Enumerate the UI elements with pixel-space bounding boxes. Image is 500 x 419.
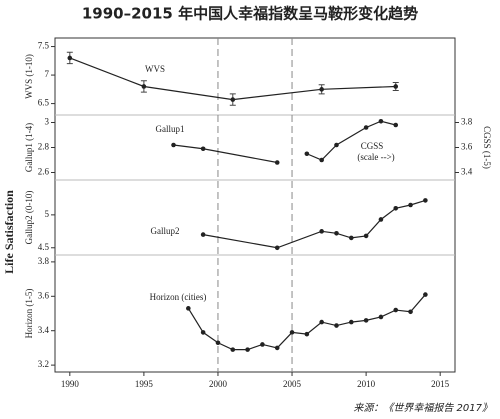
y-tick-label: 2.8 [38,142,50,152]
data-point [186,306,191,311]
y-axis-label: Gallup1 (1-4) [24,123,34,172]
y-tick-label: 5 [45,209,50,219]
data-point [334,142,339,148]
series-label: Gallup1 [156,124,185,134]
series-label: Horizon (cities) [150,292,207,302]
y-tick-label: 7.5 [38,41,50,51]
data-point [274,345,280,351]
data-point [67,55,73,61]
data-point [378,118,384,124]
data-point [348,235,354,241]
data-point [215,340,221,346]
data-point [319,319,324,325]
source: 来源：《世界幸福报告 2017》 [353,402,492,414]
data-point [319,87,324,92]
data-point [274,160,280,165]
series-line [69,57,396,101]
series-line [306,120,396,161]
data-point [260,342,265,347]
series-line [173,144,278,164]
data-point [363,233,369,239]
data-point [304,331,310,337]
data-point [334,230,339,236]
x-tick-label: 2010 [357,379,376,389]
series-label: Gallup2 [151,226,180,236]
data-point [363,318,369,323]
x-tick-label: 2000 [209,379,228,389]
series-line [187,294,426,351]
x-tick-label: 1995 [135,379,154,389]
data-point [200,330,206,335]
y-axis-label: Gallup2 (0-10) [24,191,34,245]
data-point [319,157,324,163]
y-tick-label: 3.8 [38,256,50,266]
series-line [203,199,426,249]
data-point [274,245,280,251]
data-point [408,309,413,315]
y2-axis-label: CGSS (1-5) [482,126,492,169]
y-tick-label: 3.2 [38,359,49,369]
x-tick-label: 1990 [61,379,80,389]
data-point [319,229,324,234]
x-tick-label: 2005 [283,379,302,389]
data-point [423,198,428,203]
data-point [141,84,147,89]
data-point [423,292,428,297]
x-tick-label: 2015 [431,379,450,389]
y-tick-label: 3.4 [38,325,50,335]
data-point [393,84,399,89]
data-point [393,122,399,128]
y-axis-title: Life Satisfaction [2,190,16,274]
data-point [171,142,176,148]
data-point [408,202,413,208]
y-tick-label: 7 [45,69,50,79]
data-point [289,330,295,335]
y-tick-label: 6.5 [38,98,50,108]
y-tick-label: 3.6 [38,290,50,300]
data-point [348,319,354,325]
data-point [378,217,384,222]
series-note: (scale -->) [357,152,394,162]
y2-tick-label: 3.6 [461,142,473,152]
data-point [363,125,369,130]
series-label: WVS [145,64,165,74]
data-point [334,323,339,328]
y2-tick-label: 3.8 [461,117,473,127]
y-tick-label: 3 [45,117,50,127]
data-point [200,146,206,152]
plot-frame [54,37,456,373]
y-axis-label: WVS (1-10) [24,54,34,99]
chart-title: 1990–2015 年中国人幸福指数呈马鞍形变化趋势 [82,5,418,23]
data-point [230,97,236,102]
series-label: CGSS [361,141,384,151]
data-point [378,314,384,320]
y2-tick-label: 3.4 [461,167,473,177]
data-point [245,347,250,352]
data-point [304,151,310,157]
data-point [393,205,399,211]
data-point [200,232,206,237]
y-tick-label: 2.6 [38,167,50,177]
data-point [230,347,236,352]
y-tick-label: 4.5 [38,242,50,252]
data-point [393,307,399,313]
y-axis-label: Horizon (1-5) [24,289,34,339]
